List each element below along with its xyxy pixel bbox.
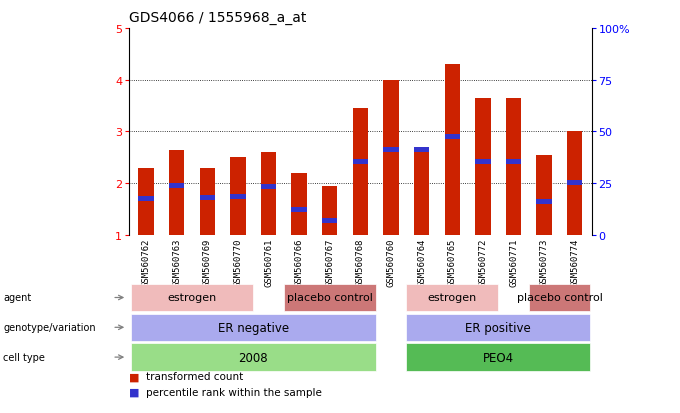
Bar [284,284,376,311]
Bar [131,344,376,371]
Bar [529,284,590,311]
Text: GSM560771: GSM560771 [509,238,518,286]
Text: GSM560774: GSM560774 [571,238,579,286]
Bar [414,148,429,153]
Text: GSM560772: GSM560772 [479,238,488,286]
Bar [261,185,276,190]
Text: genotype/variation: genotype/variation [3,323,96,332]
Text: transformed count: transformed count [146,371,243,381]
Bar [322,186,337,235]
Text: GSM560769: GSM560769 [203,238,211,286]
Bar [537,199,551,204]
Bar [506,159,521,165]
Bar [407,314,590,341]
Text: GSM560761: GSM560761 [264,238,273,286]
Bar [407,284,498,311]
Text: ER positive: ER positive [465,321,531,334]
Text: PEO4: PEO4 [483,351,514,364]
Bar [231,158,245,235]
Bar [567,132,582,235]
Text: GSM560763: GSM560763 [172,238,181,286]
Bar [475,159,490,165]
Bar [322,218,337,223]
Bar [169,150,184,235]
Text: GSM560762: GSM560762 [141,238,150,286]
Text: cell type: cell type [3,352,46,362]
Text: ■: ■ [129,371,139,381]
Text: GSM560764: GSM560764 [417,238,426,286]
Bar [131,314,376,341]
Bar [200,169,215,235]
Bar [445,65,460,235]
Bar [353,159,368,165]
Bar [131,284,253,311]
Text: placebo control: placebo control [517,293,602,303]
Text: GSM560773: GSM560773 [540,238,549,286]
Text: percentile rank within the sample: percentile rank within the sample [146,387,322,397]
Bar [414,148,429,235]
Bar [506,99,521,235]
Bar [475,99,490,235]
Bar [537,155,551,235]
Bar [200,196,215,201]
Text: GDS4066 / 1555968_a_at: GDS4066 / 1555968_a_at [129,11,307,25]
Text: 2008: 2008 [239,351,268,364]
Bar [231,194,245,199]
Bar [139,197,154,202]
Text: GSM560765: GSM560765 [447,238,457,286]
Text: agent: agent [3,293,32,303]
Bar [139,169,154,235]
Bar [407,344,590,371]
Bar [353,109,368,235]
Text: GSM560760: GSM560760 [386,238,396,286]
Text: estrogen: estrogen [167,293,217,303]
Bar [292,173,307,235]
Bar [445,135,460,140]
Text: ■: ■ [129,387,139,397]
Text: ER negative: ER negative [218,321,289,334]
Text: GSM560767: GSM560767 [325,238,335,286]
Text: GSM560766: GSM560766 [294,238,304,286]
Text: estrogen: estrogen [428,293,477,303]
Bar [384,81,398,235]
Bar [169,184,184,189]
Bar [567,180,582,185]
Bar [292,207,307,212]
Bar [261,153,276,235]
Text: placebo control: placebo control [287,293,373,303]
Bar [384,148,398,153]
Text: GSM560770: GSM560770 [233,238,242,286]
Text: GSM560768: GSM560768 [356,238,365,286]
